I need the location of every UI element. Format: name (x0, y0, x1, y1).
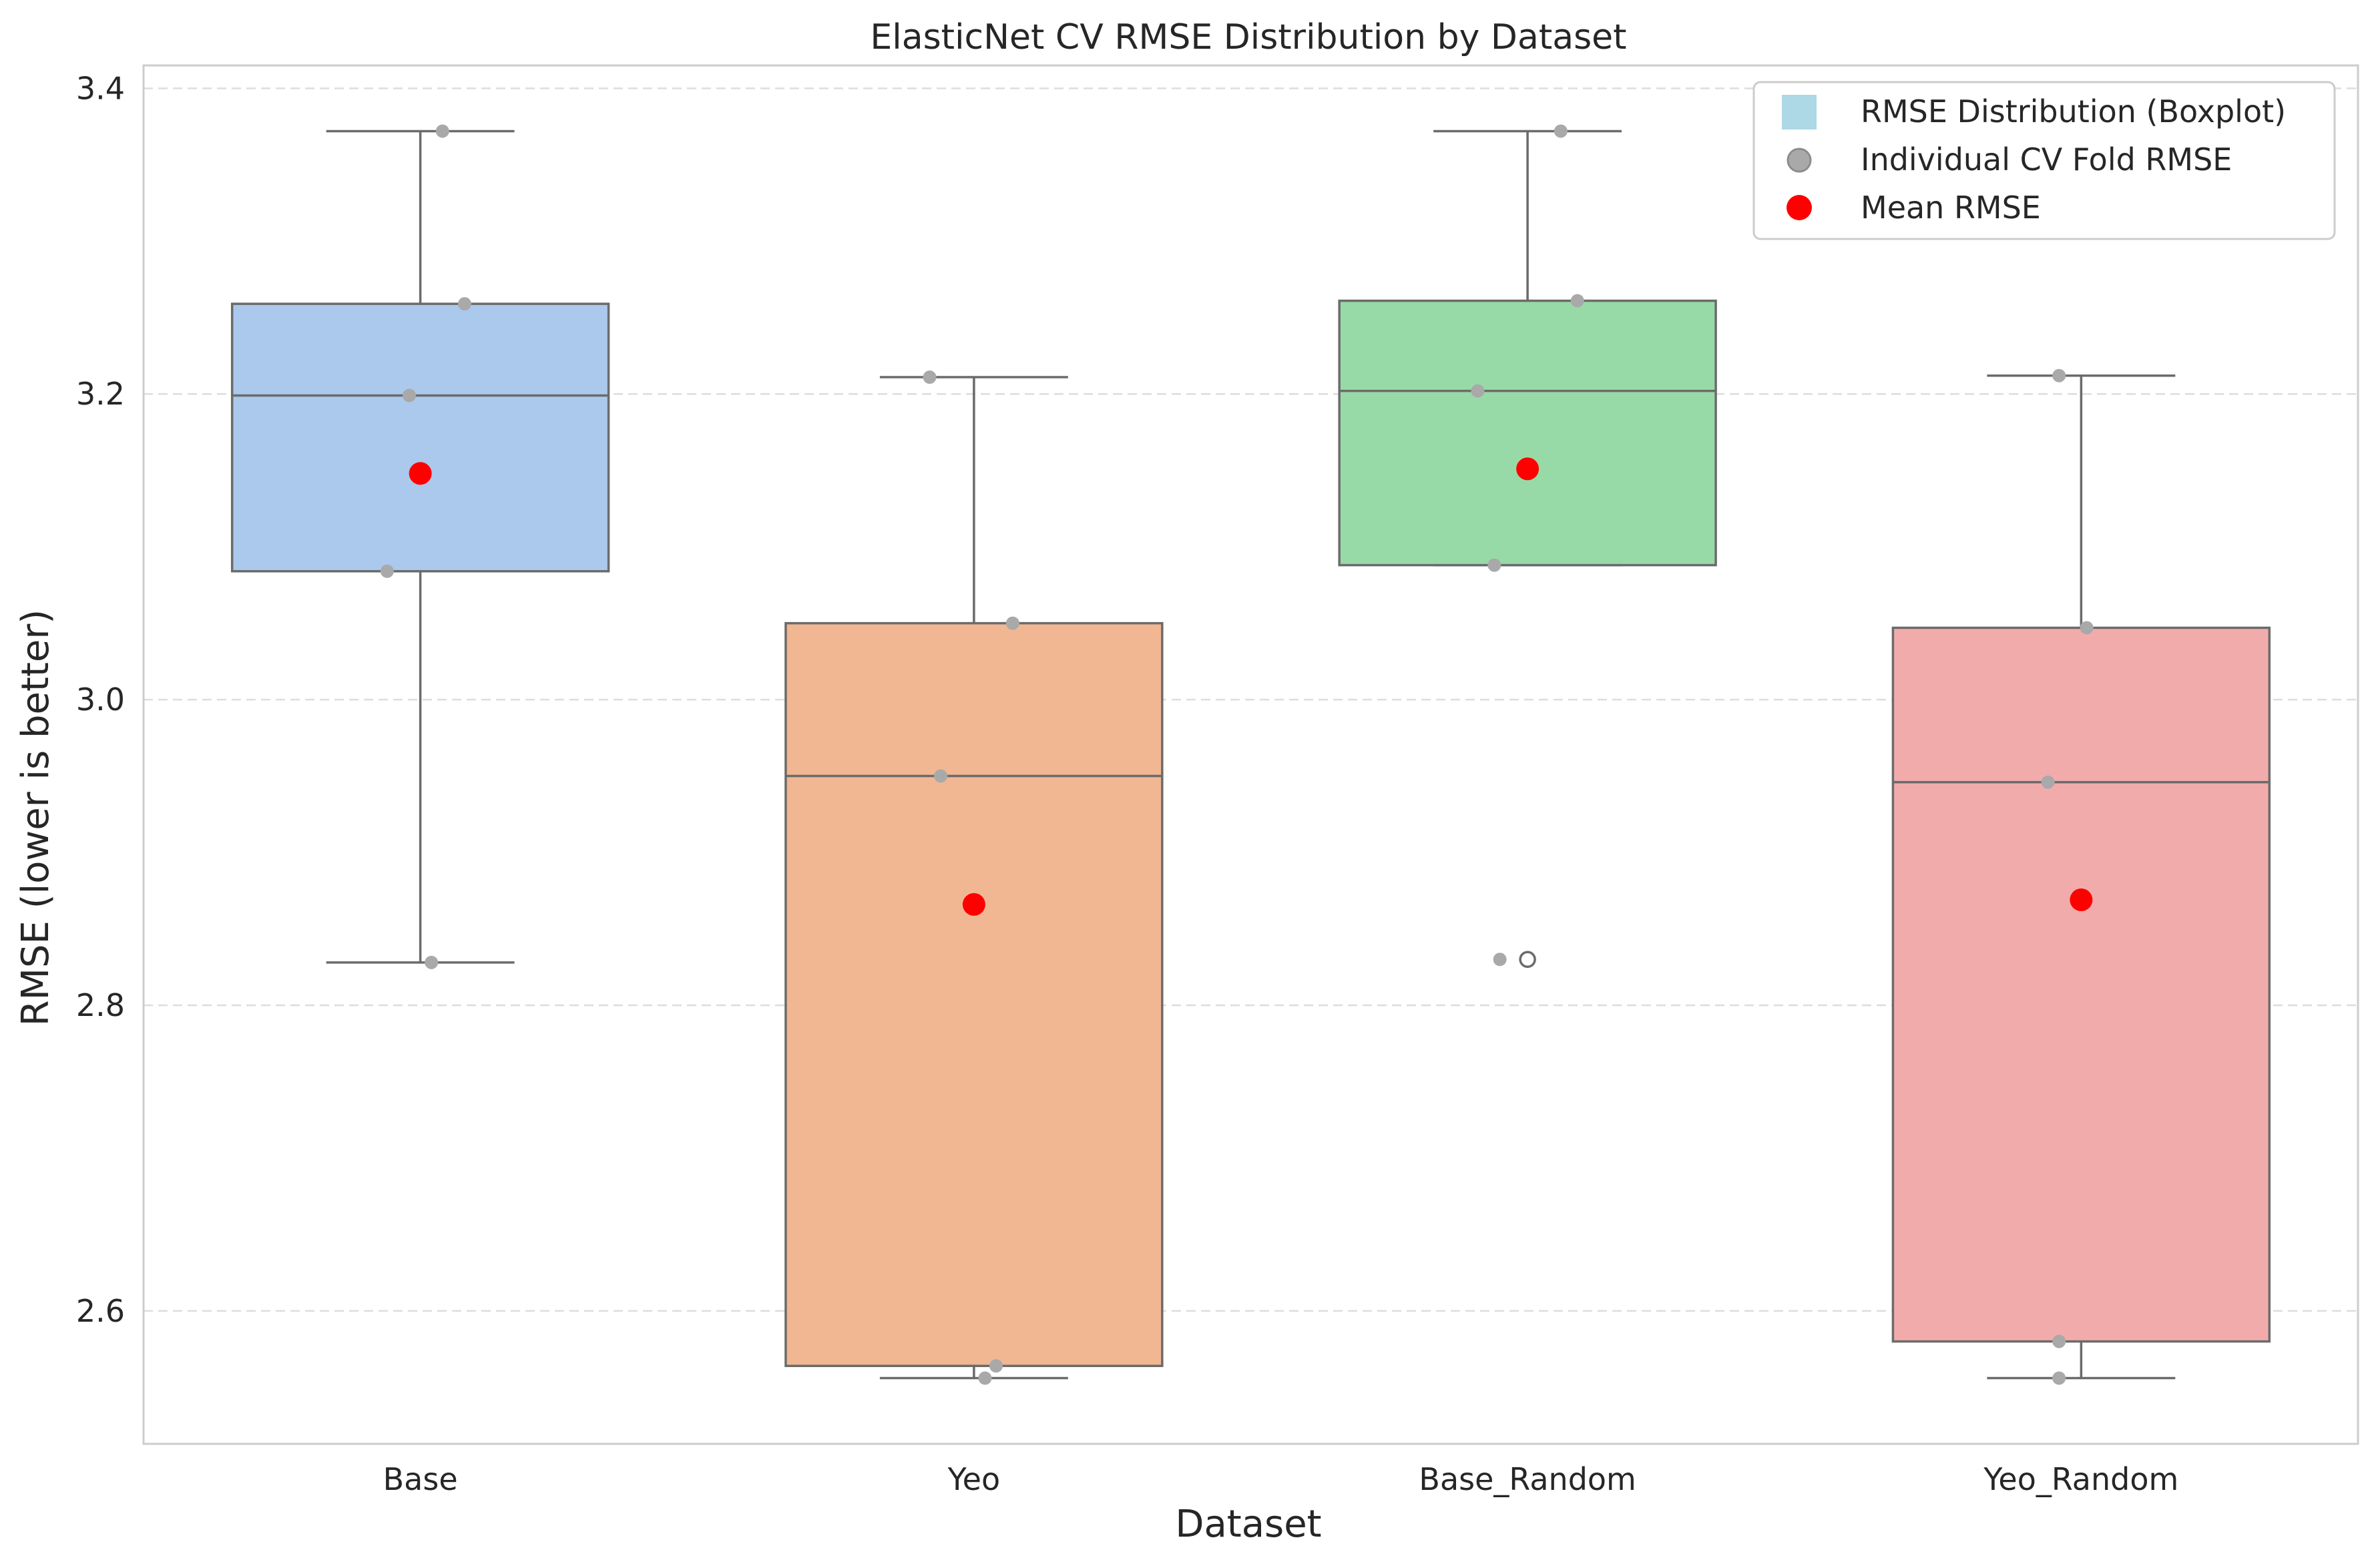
fold-point (989, 1359, 1003, 1373)
fold-point (403, 388, 417, 403)
box-iqr (230, 302, 610, 573)
fold-point (380, 564, 394, 578)
x-tick-label: Base_Random (1419, 1461, 1636, 1497)
y-tick-label: 3.4 (76, 70, 125, 106)
mean-markers (409, 457, 2093, 916)
legend: RMSE Distribution (Boxplot) Individual C… (1752, 81, 2336, 240)
box-iqr (1891, 626, 2271, 1343)
fold-point (1554, 124, 1568, 138)
fold-point (1570, 294, 1584, 308)
fold-points (380, 124, 2094, 1385)
y-tick-label: 2.6 (76, 1293, 125, 1329)
fold-point (1493, 953, 1507, 967)
x-axis-ticks: Base Yeo Base_Random Yeo_Random (383, 1461, 2179, 1497)
fold-point (934, 769, 948, 783)
box-iqr (784, 621, 1164, 1367)
y-tick-label: 3.0 (76, 682, 125, 718)
boxes (230, 129, 2271, 1380)
x-tick-label: Yeo (947, 1461, 1000, 1497)
chart-title: ElasticNet CV RMSE Distribution by Datas… (870, 17, 1626, 57)
y-axis-label: RMSE (lower is better) (14, 609, 57, 1026)
legend-point-marker (1787, 148, 1812, 173)
y-tick-label: 3.2 (76, 376, 125, 412)
fold-point (2041, 775, 2055, 789)
x-axis-label: Dataset (1175, 1503, 1321, 1546)
y-tick-label: 2.8 (76, 987, 125, 1023)
legend-label-mean: Mean RMSE (1861, 190, 2041, 226)
outlier-point (1519, 951, 1536, 969)
fold-point (1471, 384, 1485, 398)
fold-point (978, 1371, 992, 1385)
fold-point (2052, 1334, 2066, 1348)
mean-point (2070, 888, 2093, 911)
y-axis-ticks: 2.6 2.8 3.0 3.2 3.4 (76, 70, 125, 1328)
fold-point (425, 955, 439, 969)
legend-label-fold: Individual CV Fold RMSE (1861, 142, 2232, 178)
mean-point (962, 892, 985, 916)
x-tick-label: Yeo_Random (1983, 1461, 2178, 1497)
fold-point (923, 370, 937, 384)
box-iqr (1338, 299, 1717, 567)
plot-frame (142, 64, 2359, 1445)
fold-point (1005, 616, 1019, 630)
fold-point (457, 297, 471, 311)
fold-point (1487, 558, 1501, 572)
fold-point (2052, 368, 2066, 382)
legend-box-marker (1782, 95, 1817, 129)
legend-label-boxplot: RMSE Distribution (Boxplot) (1861, 93, 2286, 129)
legend-mean-marker (1787, 195, 1812, 220)
legend-frame (1752, 81, 2336, 240)
x-tick-label: Base (383, 1461, 458, 1497)
fold-point (2052, 1371, 2066, 1385)
mean-point (409, 462, 432, 485)
fold-point (435, 124, 449, 138)
mean-point (1516, 457, 1539, 481)
fold-point (2080, 621, 2094, 635)
